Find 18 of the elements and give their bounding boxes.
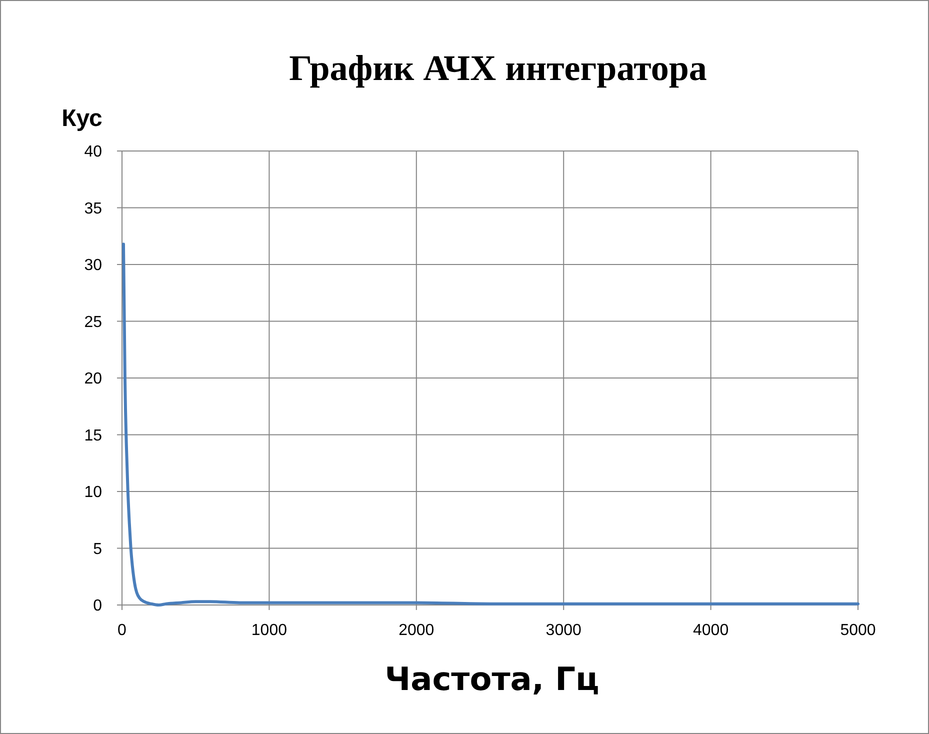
y-tick-label: 5 xyxy=(93,540,102,558)
x-tick-label: 3000 xyxy=(546,622,582,639)
chart-title: График АЧХ интегратора xyxy=(289,48,707,88)
y-tick-label: 40 xyxy=(84,144,102,161)
y-tick-label: 0 xyxy=(93,598,102,615)
x-tick-label: 5000 xyxy=(840,622,876,639)
y-tick-label: 35 xyxy=(84,200,102,218)
y-tick-label: 25 xyxy=(84,314,102,331)
x-tick-label: 0 xyxy=(118,622,127,639)
y-tick-label: 15 xyxy=(84,427,102,444)
y-tick-label: 10 xyxy=(84,484,102,502)
x-tick-label: 2000 xyxy=(398,622,434,639)
x-axis-title: Частота, Гц xyxy=(384,660,600,698)
y-tick-label: 20 xyxy=(84,370,102,388)
y-axis-title: Кус xyxy=(62,105,102,132)
x-tick-label: 1000 xyxy=(251,622,288,639)
y-tick-label: 30 xyxy=(84,257,102,274)
x-tick-label: 4000 xyxy=(693,622,729,639)
